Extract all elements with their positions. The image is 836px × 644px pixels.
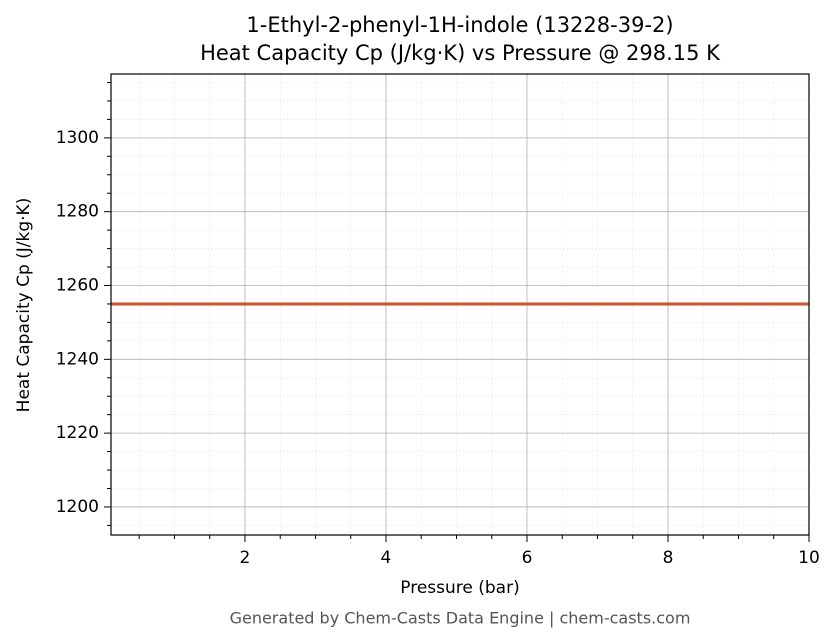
y-tick-label: 1300 [56,128,99,148]
chart-title: 1-Ethyl-2-phenyl-1H-indole (13228-39-2) [246,13,673,37]
x-tick-label: 4 [381,548,392,568]
footer: Generated by Chem-Casts Data Engine | ch… [230,609,691,628]
y-tick-label: 1280 [56,202,99,222]
x-tick-label: 10 [798,548,820,568]
y-tick-label: 1200 [56,497,99,517]
y-tick-label: 1260 [56,275,99,295]
x-tick-label: 2 [240,548,251,568]
chart-subtitle: Heat Capacity Cp (J/kg·K) vs Pressure @ … [200,41,721,65]
x-tick-label: 8 [663,548,674,568]
x-tick-label: 6 [522,548,533,568]
y-tick-label: 1240 [56,349,99,369]
y-axis-label: Heat Capacity Cp (J/kg·K) [14,198,34,413]
plot-frame [110,73,810,536]
x-axis-label: Pressure (bar) [400,578,519,598]
y-tick-label: 1220 [56,423,99,443]
